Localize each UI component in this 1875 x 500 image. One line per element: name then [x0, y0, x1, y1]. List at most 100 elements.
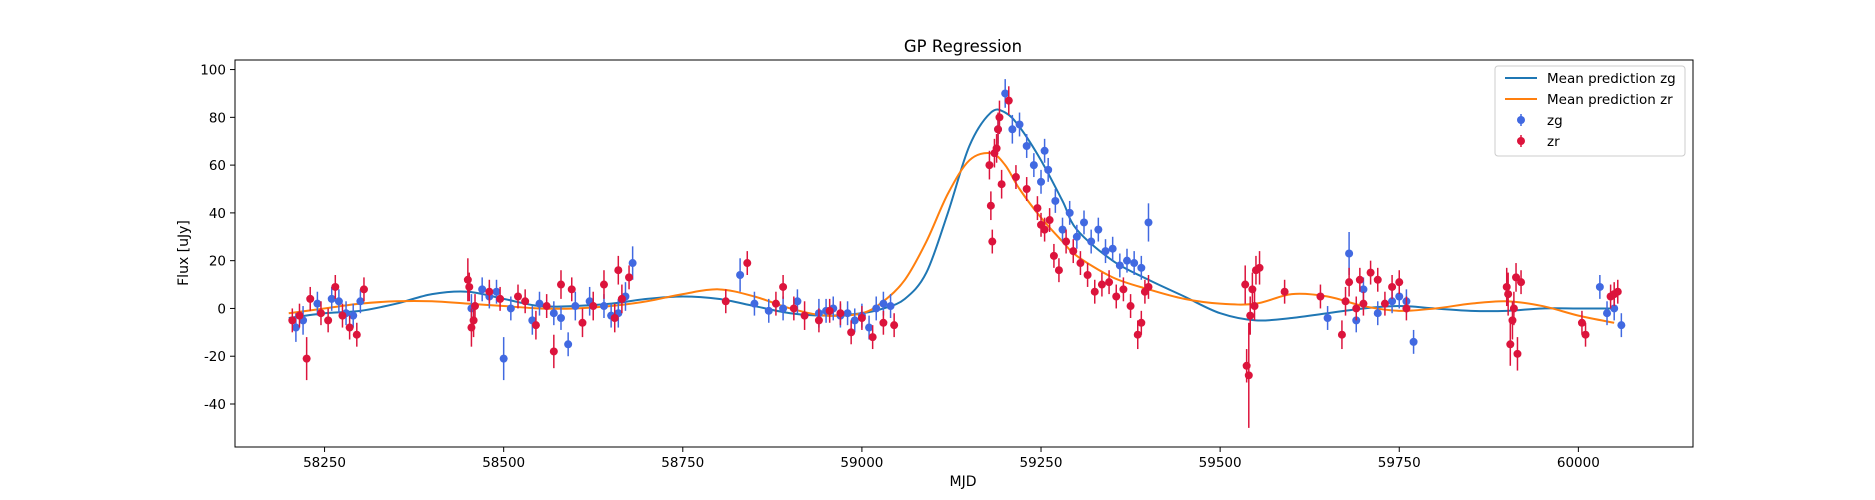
marker [1041, 147, 1049, 155]
marker [847, 328, 855, 336]
marker [1374, 276, 1382, 284]
marker [801, 312, 809, 320]
marker [1596, 283, 1604, 291]
marker [550, 309, 558, 317]
x-tick-label: 59750 [1378, 455, 1421, 471]
x-axis-label: MJD [950, 474, 977, 490]
marker [1094, 226, 1102, 234]
marker [1119, 285, 1127, 293]
marker [993, 144, 1001, 152]
marker [1517, 278, 1525, 286]
marker [313, 300, 321, 308]
marker [743, 259, 751, 267]
marker [1044, 166, 1052, 174]
legend-dot-zr [1517, 137, 1525, 145]
marker [464, 276, 472, 284]
marker [890, 321, 898, 329]
marker [1012, 173, 1020, 181]
marker [1345, 278, 1353, 286]
marker [1098, 281, 1106, 289]
marker [1080, 218, 1088, 226]
marker [295, 312, 303, 320]
marker [1345, 250, 1353, 258]
marker [1102, 247, 1110, 255]
marker [1503, 283, 1511, 291]
marker [356, 297, 364, 305]
marker [998, 180, 1006, 188]
marker [1033, 204, 1041, 212]
marker [1316, 293, 1324, 301]
marker [1504, 290, 1512, 298]
marker [600, 281, 608, 289]
marker [564, 340, 572, 348]
marker [1051, 197, 1059, 205]
marker [335, 297, 343, 305]
marker [465, 283, 473, 291]
legend-label-zr-line: Mean prediction zr [1547, 92, 1673, 108]
marker [1342, 297, 1350, 305]
marker [1144, 283, 1152, 291]
marker [1073, 233, 1081, 241]
marker [1109, 245, 1117, 253]
marker [772, 300, 780, 308]
marker [1050, 252, 1058, 260]
marker [1041, 226, 1049, 234]
marker [1087, 238, 1095, 246]
marker [1506, 340, 1514, 348]
marker [1005, 97, 1013, 105]
x-tick-label: 60000 [1557, 455, 1600, 471]
marker [844, 309, 852, 317]
marker [625, 273, 633, 281]
marker [1127, 302, 1135, 310]
y-tick-label: 20 [209, 254, 226, 270]
x-tick-label: 59250 [1020, 455, 1063, 471]
marker [1324, 314, 1332, 322]
marker [600, 302, 608, 310]
marker [1367, 269, 1375, 277]
marker [887, 302, 895, 310]
marker [493, 288, 501, 296]
marker [879, 300, 887, 308]
marker [485, 288, 493, 296]
marker [736, 271, 744, 279]
marker [987, 202, 995, 210]
marker [532, 321, 540, 329]
marker [1359, 300, 1367, 308]
marker [521, 297, 529, 305]
marker [750, 300, 758, 308]
marker [1137, 264, 1145, 272]
marker [1091, 288, 1099, 296]
marker [317, 309, 325, 317]
marker [1510, 304, 1518, 312]
marker [1513, 350, 1521, 358]
marker [1130, 259, 1138, 267]
y-tick-label: -40 [204, 397, 226, 413]
marker [1137, 319, 1145, 327]
y-tick-label: -20 [204, 349, 226, 365]
marker [324, 316, 332, 324]
marker [1023, 185, 1031, 193]
marker [1062, 238, 1070, 246]
marker [338, 312, 346, 320]
marker [500, 355, 508, 363]
marker [988, 238, 996, 246]
x-tick-label: 58500 [482, 455, 525, 471]
marker [346, 324, 354, 332]
marker [578, 319, 586, 327]
marker [1037, 178, 1045, 186]
marker [1381, 300, 1389, 308]
legend: Mean prediction zg Mean prediction zr zg… [1495, 66, 1685, 156]
marker [815, 316, 823, 324]
marker [1582, 331, 1590, 339]
y-tick-label: 60 [209, 158, 226, 174]
marker [793, 297, 801, 305]
marker [618, 295, 626, 303]
chart-title: GP Regression [904, 37, 1022, 56]
marker [1076, 259, 1084, 267]
marker [470, 316, 478, 324]
marker [557, 314, 565, 322]
marker [288, 316, 296, 324]
marker [328, 295, 336, 303]
marker [360, 285, 368, 293]
marker [1066, 209, 1074, 217]
